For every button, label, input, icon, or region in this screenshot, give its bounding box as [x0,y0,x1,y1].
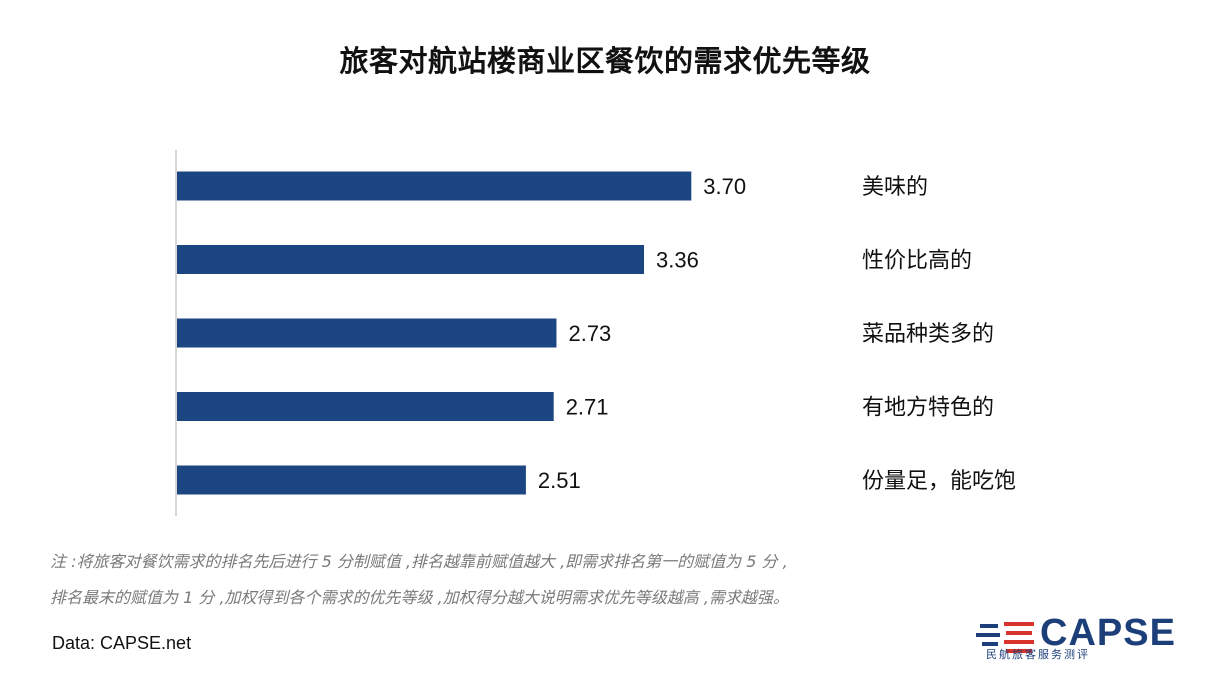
bar-2 [177,245,645,274]
bar-value-label-3: 2.73 [568,321,611,346]
bar-chart: 3.70 美味的 3.36 性价比高的 2.73 菜品种类多的 2.71 有地方特色的 2.51… [175,150,1016,516]
bar-1 [177,171,692,201]
logo-subtitle: 民航旅客服务测评 [986,648,1090,661]
bars-layer: 3.70 美味的 3.36 性价比高的 2.73 菜品种类多的 2.71 有地方特色的 2.51… [177,171,1016,495]
bar-value-label-4: 2.71 [566,395,609,420]
bar-3 [177,318,557,348]
category-label-1: 美味的 [862,175,928,200]
category-label-5: 份量足，能吃饱 [862,469,1016,494]
bar-4 [177,392,554,421]
bar-5 [177,465,526,495]
chart-title: 旅客对航站楼商业区餐饮的需求优先等级 [339,44,871,78]
category-label-4: 有地方特色的 [862,396,994,421]
bar-value-label-5: 2.51 [538,468,581,493]
bar-value-label-1: 3.70 [703,174,746,199]
capse-logo: CAPSE 民航旅客服务测评 [976,612,1186,662]
logo-stripes-icon [976,622,1034,653]
category-label-3: 菜品种类多的 [862,322,994,347]
bar-value-label-2: 3.36 [656,248,699,273]
footnote-line-1: 注 :将旅客对餐饮需求的排名先后进行 5 分制赋值 ,排名越靠前赋值越大 ,即需… [50,552,788,571]
category-label-2: 性价比高的 [862,249,972,274]
logo-text: CAPSE [1040,612,1176,654]
data-source: Data: CAPSE.net [52,633,192,653]
footnote-line-2: 排名最末的赋值为 1 分 ,加权得到各个需求的优先等级 ,加权得分越大说明需求优… [50,588,789,607]
